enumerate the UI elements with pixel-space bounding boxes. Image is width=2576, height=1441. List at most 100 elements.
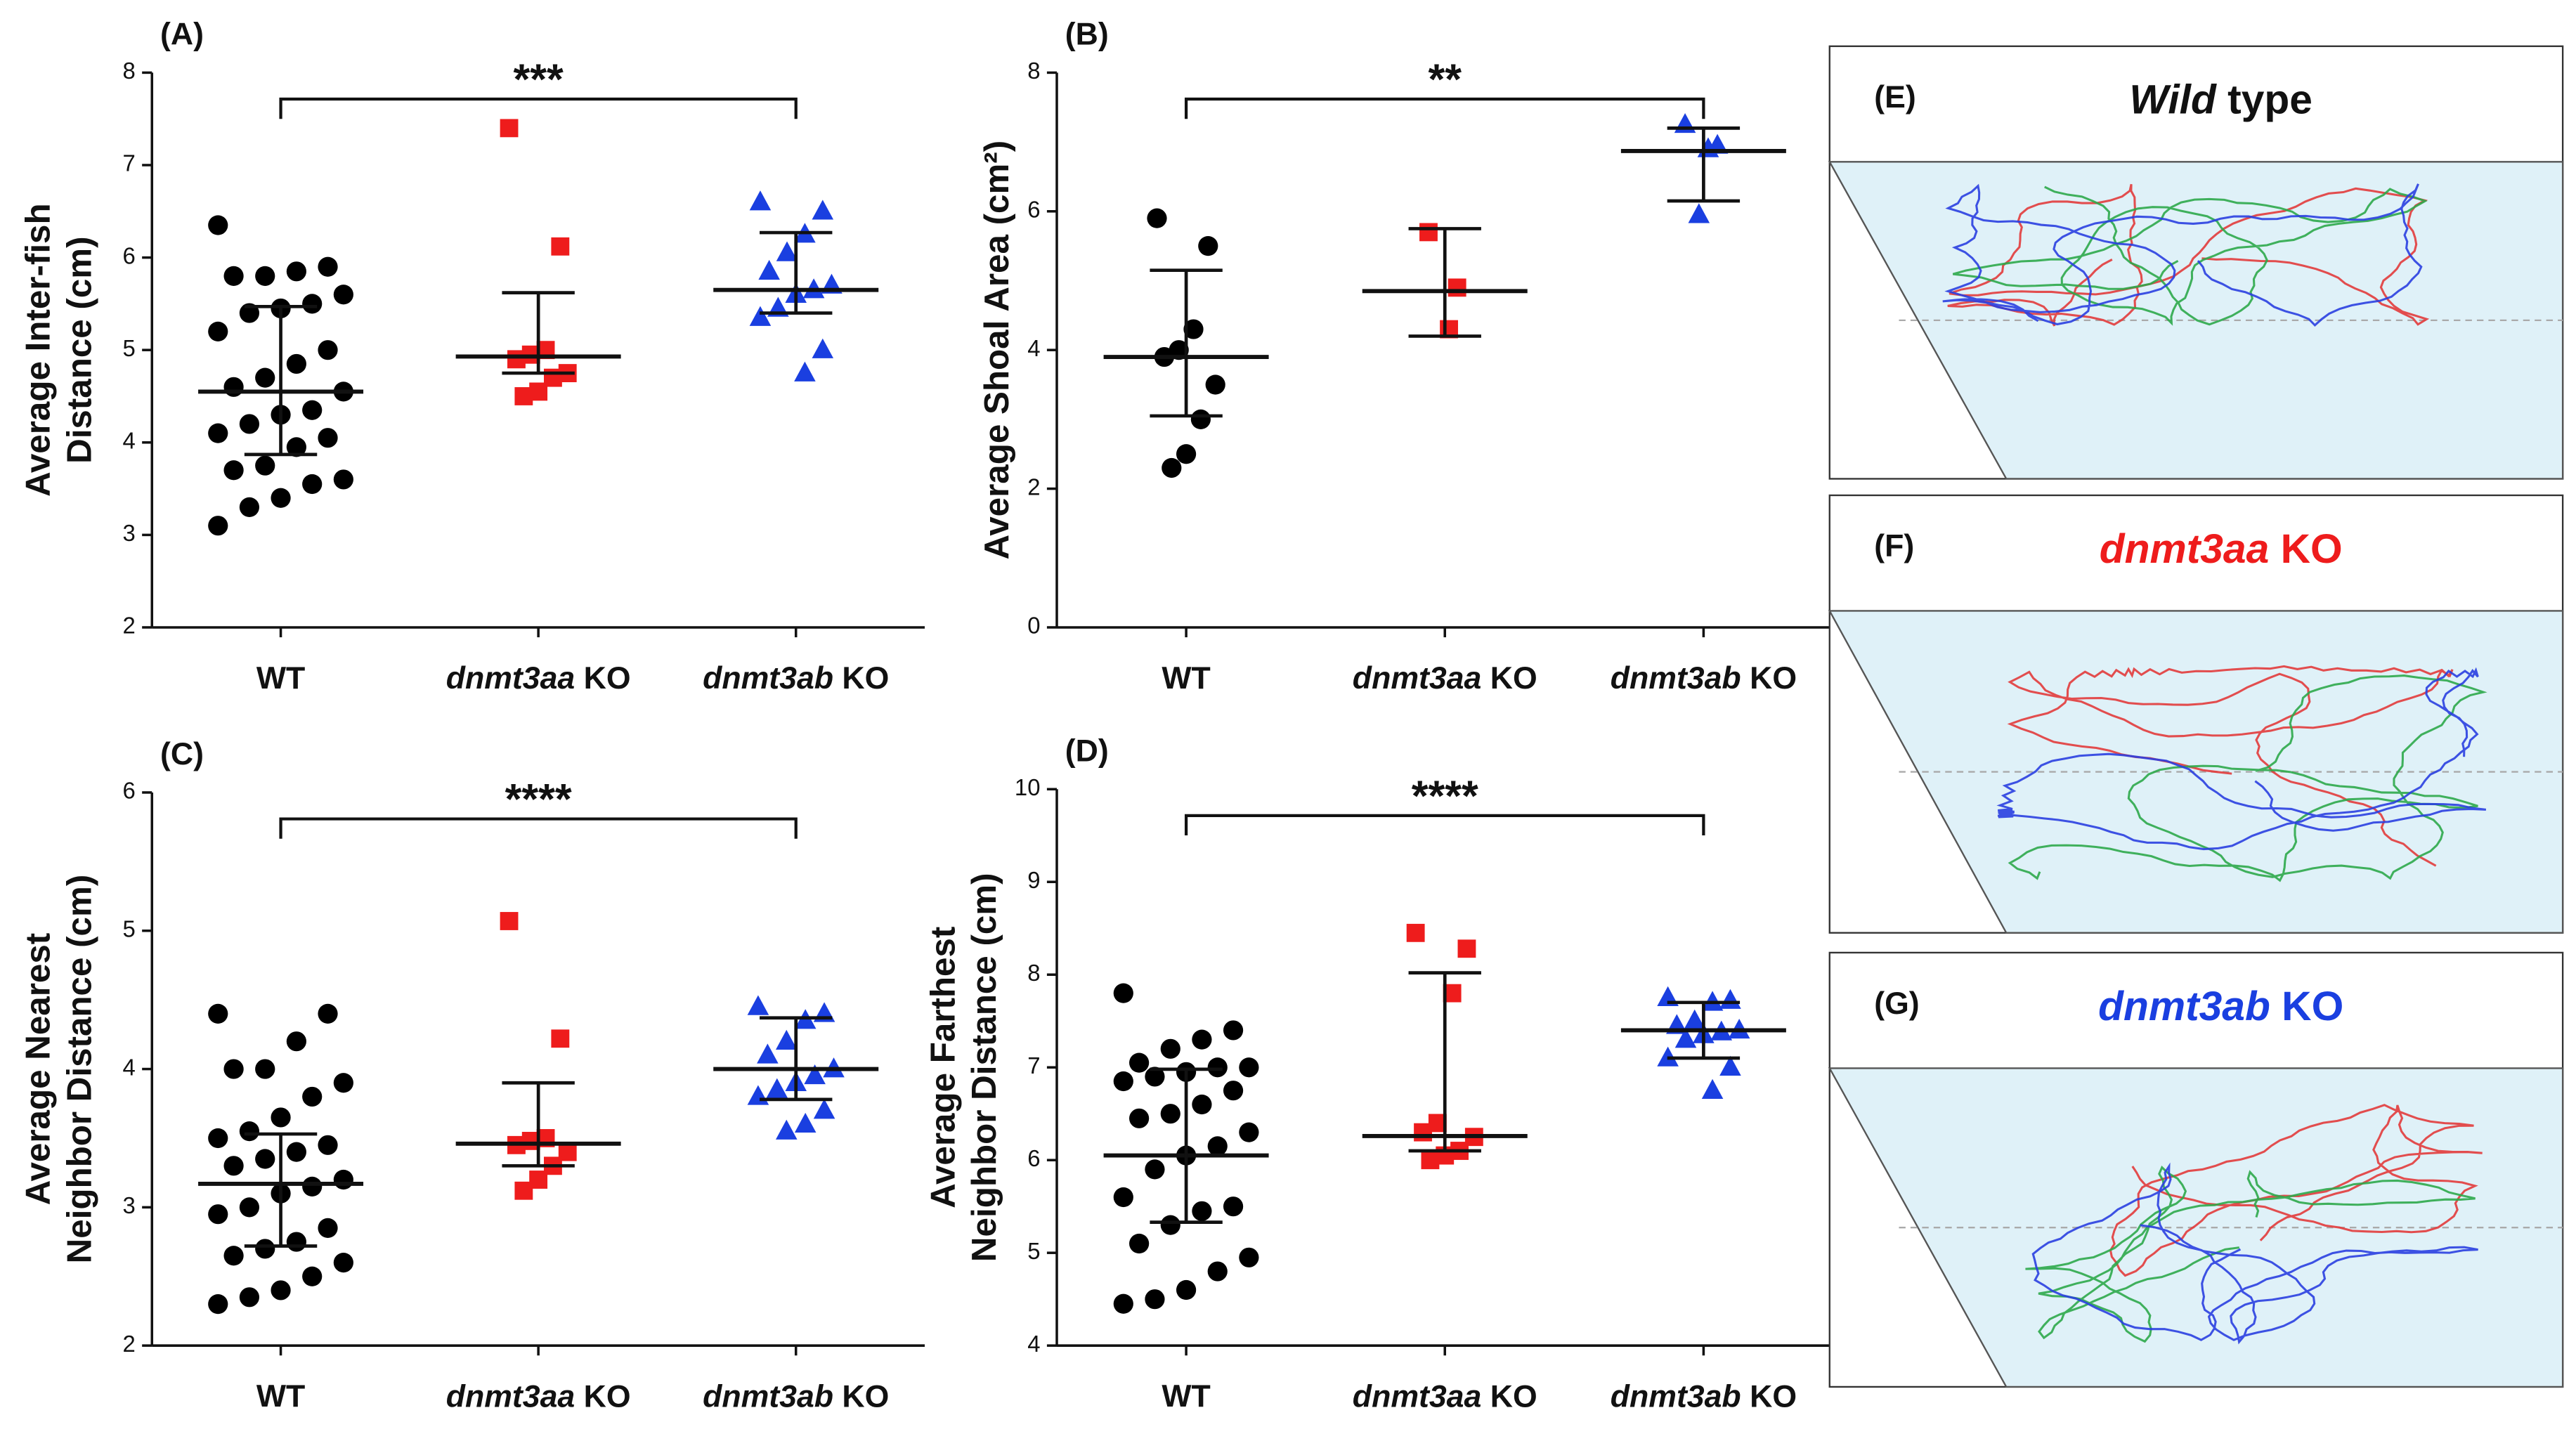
y-tick-label: 6	[1027, 1145, 1040, 1171]
data-point	[1192, 1094, 1212, 1115]
data-point	[514, 1181, 533, 1200]
data-point	[1719, 989, 1741, 1009]
trajectory	[2025, 1166, 2476, 1343]
data-point	[1147, 208, 1167, 228]
x-tick-label: dnmt3ab KO	[703, 1379, 889, 1414]
data-point	[223, 1059, 244, 1079]
y-tick-label: 4	[122, 1054, 135, 1080]
trajectory-panel: (G) dnmt3ab KO	[1828, 951, 2564, 1388]
x-tick-label: dnmt3aa KO	[446, 661, 631, 696]
data-point	[1113, 1293, 1133, 1314]
data-point	[1192, 1029, 1212, 1050]
data-point	[1719, 1055, 1741, 1076]
y-tick-label: 3	[122, 520, 135, 546]
data-point	[255, 455, 275, 476]
data-point	[239, 1121, 260, 1142]
data-point	[208, 1204, 228, 1225]
data-point	[1183, 319, 1204, 339]
x-tick-label: WT	[1162, 1379, 1210, 1414]
data-point	[1145, 1067, 1165, 1087]
tank	[1828, 1067, 2564, 1388]
significance-label: ***	[513, 56, 564, 103]
data-point	[208, 1128, 228, 1149]
data-point	[1162, 457, 1182, 478]
significance-label: ****	[1412, 771, 1478, 819]
panel-title: dnmt3aa KO	[2100, 526, 2343, 571]
data-point	[1457, 939, 1476, 958]
data-point	[1701, 1078, 1724, 1099]
data-point	[271, 1107, 291, 1128]
data-point	[766, 1078, 788, 1098]
trajectory	[2031, 1162, 2478, 1345]
y-tick-label: 8	[1027, 960, 1040, 986]
data-point	[318, 1135, 338, 1155]
data-point	[1239, 1247, 1259, 1267]
data-point	[255, 1149, 275, 1169]
data-point	[208, 321, 228, 341]
panel-label: (D)	[1065, 733, 1109, 768]
data-point	[286, 261, 306, 282]
data-point	[271, 488, 291, 508]
significance-label: **	[1428, 56, 1462, 103]
data-point	[1406, 923, 1425, 942]
data-point	[302, 1086, 323, 1107]
panel-label: (C)	[160, 737, 204, 771]
y-tick-label: 4	[1027, 335, 1040, 361]
data-point	[208, 1003, 228, 1024]
panel-label: (F)	[1874, 529, 1914, 563]
data-point	[1207, 1057, 1228, 1078]
data-point	[255, 1059, 275, 1079]
data-point	[208, 215, 228, 235]
data-point	[1129, 1233, 1150, 1254]
data-point	[551, 1029, 570, 1048]
data-point	[514, 387, 533, 405]
data-point	[1176, 1279, 1197, 1300]
x-tick-label: dnmt3ab KO	[1611, 661, 1797, 696]
y-tick-label: 2	[1027, 474, 1040, 500]
data-point	[271, 1280, 291, 1300]
data-point	[318, 428, 338, 448]
data-point	[1421, 1151, 1440, 1170]
data-point	[318, 340, 338, 360]
trajectory	[1942, 183, 2423, 327]
data-point	[1419, 223, 1438, 242]
panel-title: Wild type	[2129, 77, 2312, 122]
data-point	[1160, 1215, 1180, 1235]
y-axis-label: Neighbor Distance (cm)	[965, 873, 1003, 1262]
y-tick-label: 5	[1027, 1238, 1040, 1264]
data-point	[747, 995, 769, 1015]
data-point	[1198, 236, 1218, 256]
data-point	[1113, 983, 1133, 1003]
data-point	[507, 350, 526, 369]
trajectory-panel: (E) Wild type	[1828, 45, 2564, 480]
trajectory	[2007, 665, 2454, 867]
data-point	[302, 474, 323, 495]
y-tick-label: 8	[1027, 58, 1040, 84]
data-point	[812, 338, 834, 358]
y-axis-label: Neighbor Distance (cm)	[60, 875, 98, 1264]
data-point	[1160, 1104, 1180, 1124]
data-point	[1239, 1057, 1259, 1078]
data-point	[1223, 1081, 1244, 1101]
data-point	[813, 1099, 835, 1119]
data-point	[1207, 1136, 1228, 1156]
trajectory	[1996, 667, 2487, 851]
data-point	[1239, 1122, 1259, 1142]
y-tick-label: 10	[1015, 774, 1041, 800]
data-point	[1223, 1197, 1244, 1217]
data-point	[318, 256, 338, 277]
y-tick-label: 4	[1027, 1331, 1040, 1357]
data-point	[333, 469, 353, 490]
data-point	[794, 1112, 817, 1133]
data-point	[208, 423, 228, 443]
trajectory	[2109, 1104, 2483, 1277]
data-point	[255, 367, 275, 388]
data-point	[302, 294, 323, 314]
y-tick-label: 6	[1027, 196, 1040, 222]
data-point	[239, 1287, 260, 1308]
data-point	[1190, 409, 1211, 429]
y-axis-label: Average Farthest	[923, 927, 962, 1208]
data-point	[286, 353, 306, 374]
significance-bracket	[1184, 97, 1705, 119]
x-tick-label: dnmt3aa KO	[1353, 661, 1537, 696]
